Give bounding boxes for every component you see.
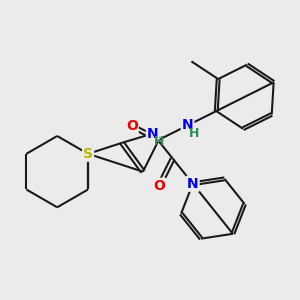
Text: H: H <box>189 127 199 140</box>
Text: N: N <box>182 118 194 132</box>
Text: O: O <box>153 179 165 193</box>
Text: S: S <box>83 147 93 161</box>
Text: H: H <box>154 135 164 148</box>
Text: N: N <box>147 127 158 141</box>
Text: N: N <box>187 177 199 191</box>
Text: O: O <box>126 119 138 133</box>
